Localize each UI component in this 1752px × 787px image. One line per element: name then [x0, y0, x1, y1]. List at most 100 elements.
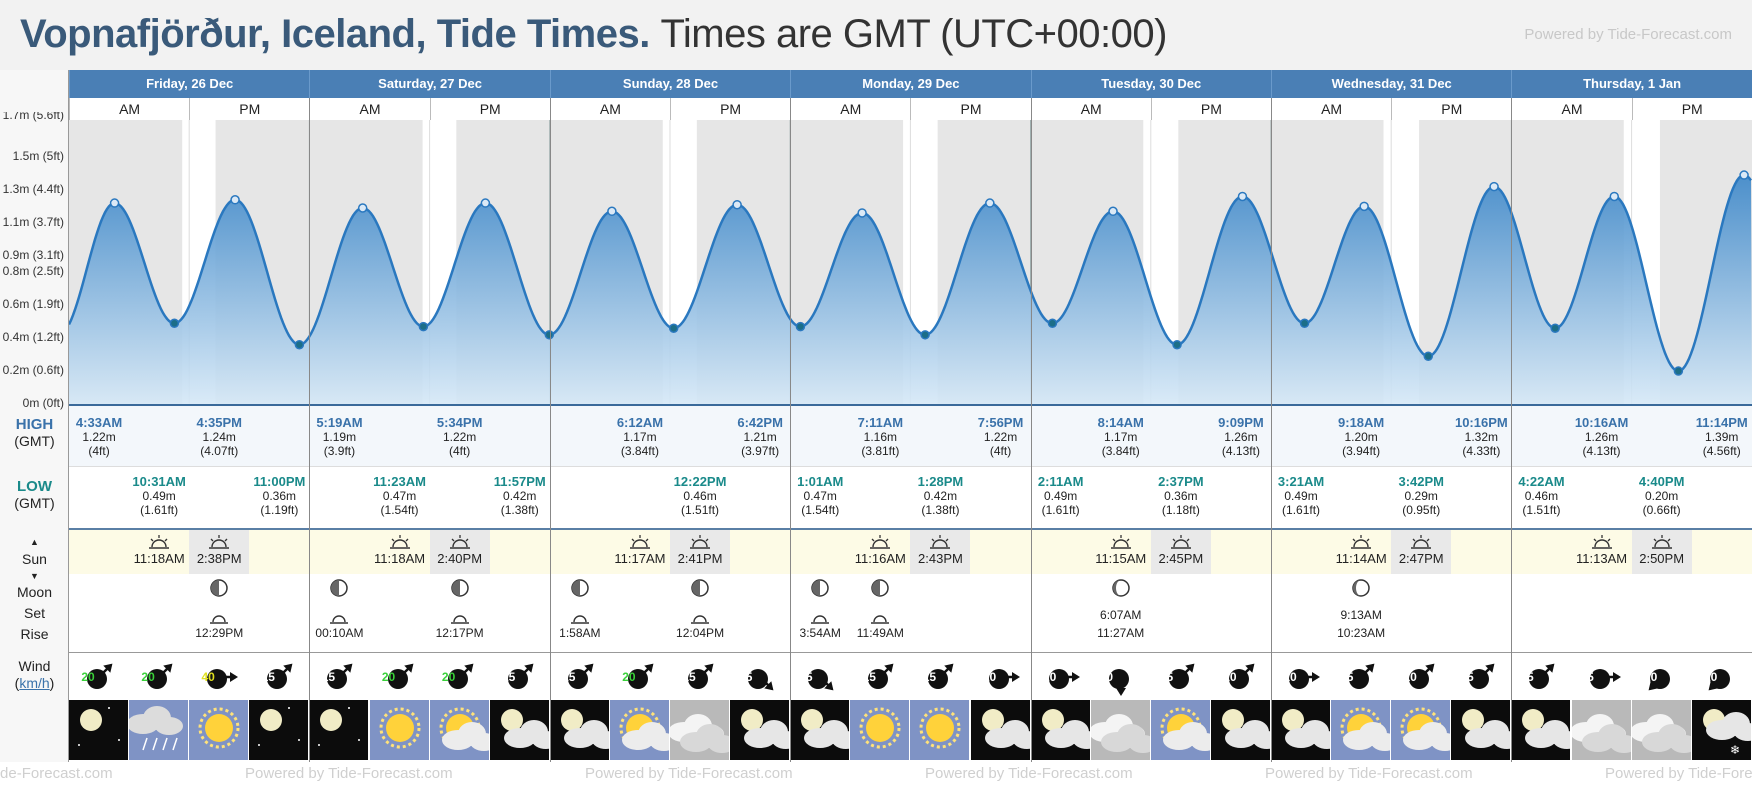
- moon-phase-icon: [1091, 578, 1151, 604]
- low-row-label: LOW (GMT): [0, 478, 69, 512]
- wind-cell: 20: [430, 657, 490, 697]
- weather-sun-cloud-icon: [429, 700, 489, 760]
- low-tide-point[interactable]: [1047, 318, 1058, 329]
- table-separator: [69, 466, 1752, 467]
- y-axis-label: 0m (0ft): [22, 396, 64, 410]
- tide-height-ft: (4ft): [88, 444, 110, 458]
- weather-sun-cloud-icon: [1150, 700, 1210, 760]
- wind-arrow-icon: [688, 663, 714, 689]
- wind-speed: 20: [381, 670, 396, 684]
- tides-table: 4:33AM 1.22m (4ft) 10:31AM 0.49m (1.61ft) 4:35…: [69, 406, 1752, 526]
- wind-speed: 5: [745, 670, 753, 684]
- ampm-pm-4: PM: [1150, 98, 1271, 120]
- powered-by-top[interactable]: Powered by Tide-Forecast.com: [1524, 26, 1732, 43]
- tide-height-m: 1.17m: [623, 430, 657, 444]
- wind-speed: 40: [201, 670, 215, 684]
- sun-toggle-down-icon[interactable]: ▼: [30, 571, 39, 581]
- wind-speed: 10: [1283, 670, 1297, 684]
- high-tide-point[interactable]: [230, 195, 240, 205]
- low-tide-point[interactable]: [920, 330, 930, 340]
- wind-cell: 10: [1391, 657, 1451, 697]
- tide-time: 9:09PM: [1218, 415, 1264, 430]
- powered-by-bottom-text[interactable]: Powered by Tide-Forecast.com: [1605, 765, 1752, 782]
- high-tide-point[interactable]: [1609, 191, 1620, 202]
- wind-cell: 10: [1211, 657, 1271, 697]
- tide-time: 11:23AM: [373, 474, 426, 489]
- low-tide-point[interactable]: [1673, 366, 1684, 376]
- moonset-time: 12:17PM: [435, 626, 484, 640]
- wind-speed: 20: [81, 670, 95, 684]
- low-tide-point[interactable]: [1423, 351, 1434, 361]
- high-tide-point[interactable]: [1237, 191, 1248, 202]
- wind-arrow-icon: [507, 663, 534, 689]
- y-axis-label: 0.9m (3.1ft): [2, 247, 64, 262]
- high-tide-point[interactable]: [1108, 206, 1118, 217]
- tide-height-m: 0.36m: [1164, 489, 1198, 503]
- sunset-cell: 2:40PM: [429, 530, 490, 574]
- low-label: LOW: [17, 478, 52, 495]
- weather-sun-icon: [910, 700, 970, 760]
- powered-by-bottom-text[interactable]: Powered by Tide-Forecast.com: [585, 765, 793, 782]
- sun-row-label[interactable]: ▲ Sun ▼: [0, 534, 69, 585]
- high-tide-point[interactable]: [732, 199, 742, 210]
- low-tide-point[interactable]: [1550, 323, 1560, 333]
- tide-height-ft: (4.07ft): [200, 444, 239, 458]
- weather-cloud-icon: [1090, 700, 1150, 760]
- low-tide-point[interactable]: [668, 323, 679, 333]
- wind-speed: 10: [1403, 670, 1417, 684]
- high-tide-point[interactable]: [985, 198, 995, 208]
- low-tide-point[interactable]: [795, 321, 806, 332]
- sunrise-cell: 11:18AM: [129, 530, 189, 574]
- high-tide-point[interactable]: [109, 198, 120, 208]
- wind-speed: 10: [1042, 670, 1057, 684]
- low-tide-point[interactable]: [544, 330, 555, 340]
- day-divider: [549, 98, 551, 762]
- moonrise-time: 11:27AM: [1097, 626, 1145, 640]
- powered-by-bottom-text[interactable]: Powered by Tide-Forecast.com: [1265, 765, 1473, 782]
- wind-cell: 15: [850, 657, 910, 697]
- wind-arrow-icon: [1648, 669, 1670, 691]
- y-axis-label: 0.6m (1.9ft): [2, 297, 64, 312]
- powered-by-bottom-text[interactable]: Powered by Tide-Forecast.com: [245, 765, 453, 782]
- title-bar: Vopnafjörður, Iceland, Tide Times. Times…: [0, 0, 1752, 70]
- low-tide-point[interactable]: [1172, 339, 1182, 350]
- high-tide-point[interactable]: [607, 206, 617, 217]
- moonset-time: 1:58AM: [559, 626, 601, 640]
- wind-speed: 15: [922, 670, 937, 684]
- high-tide-cell: 9:09PM 1.26m (4.13ft): [1211, 415, 1271, 459]
- wind-unit-link[interactable]: km/h: [19, 675, 50, 691]
- wind-cell: 20: [370, 657, 430, 697]
- moonset-time: 6:07AM: [1100, 608, 1142, 622]
- high-tide-point[interactable]: [1489, 181, 1499, 192]
- sun-toggle-up-icon[interactable]: ▲: [30, 537, 39, 547]
- tide-time: 6:42PM: [737, 415, 783, 430]
- high-tide-point[interactable]: [357, 203, 368, 213]
- low-tide-point[interactable]: [294, 339, 305, 350]
- moonset-time: 12:29PM: [195, 626, 244, 640]
- low-tide-point[interactable]: [418, 321, 429, 332]
- tide-height-ft: (4.33ft): [1462, 444, 1501, 458]
- tide-time: 7:11AM: [857, 415, 904, 430]
- y-axis-label: 0.4m (1.2ft): [2, 330, 64, 345]
- wind-speed: 20: [441, 670, 456, 684]
- high-tide-point[interactable]: [857, 208, 867, 218]
- sunset-time: 2:50PM: [1639, 551, 1685, 566]
- tide-height-m: 1.26m: [1584, 430, 1619, 444]
- tide-height-m: 1.16m: [863, 430, 898, 444]
- tide-height-m: 0.20m: [1644, 489, 1679, 503]
- tide-chart: [69, 120, 1752, 406]
- wind-arrow-icon: [87, 663, 113, 689]
- high-tide-point[interactable]: [1739, 170, 1749, 180]
- tide-height-ft: (3.9ft): [323, 444, 356, 458]
- wind-speed: 15: [502, 670, 516, 684]
- powered-by-bottom-text[interactable]: Powered by Tide-Forecast.com: [925, 765, 1133, 782]
- ampm-pm-1: PM: [429, 98, 550, 120]
- weather-snow-moon-icon: ❄: [1691, 700, 1751, 760]
- weather-moon-night-icon: [249, 700, 309, 760]
- low-tide-point[interactable]: [169, 318, 180, 329]
- low-tide-point[interactable]: [1299, 318, 1310, 329]
- high-tide-point[interactable]: [480, 198, 491, 208]
- powered-by-bottom-text[interactable]: Powered by Tide-Forecast.com: [0, 765, 113, 782]
- high-tide-point[interactable]: [1359, 201, 1369, 212]
- wind-speed: 15: [562, 670, 576, 684]
